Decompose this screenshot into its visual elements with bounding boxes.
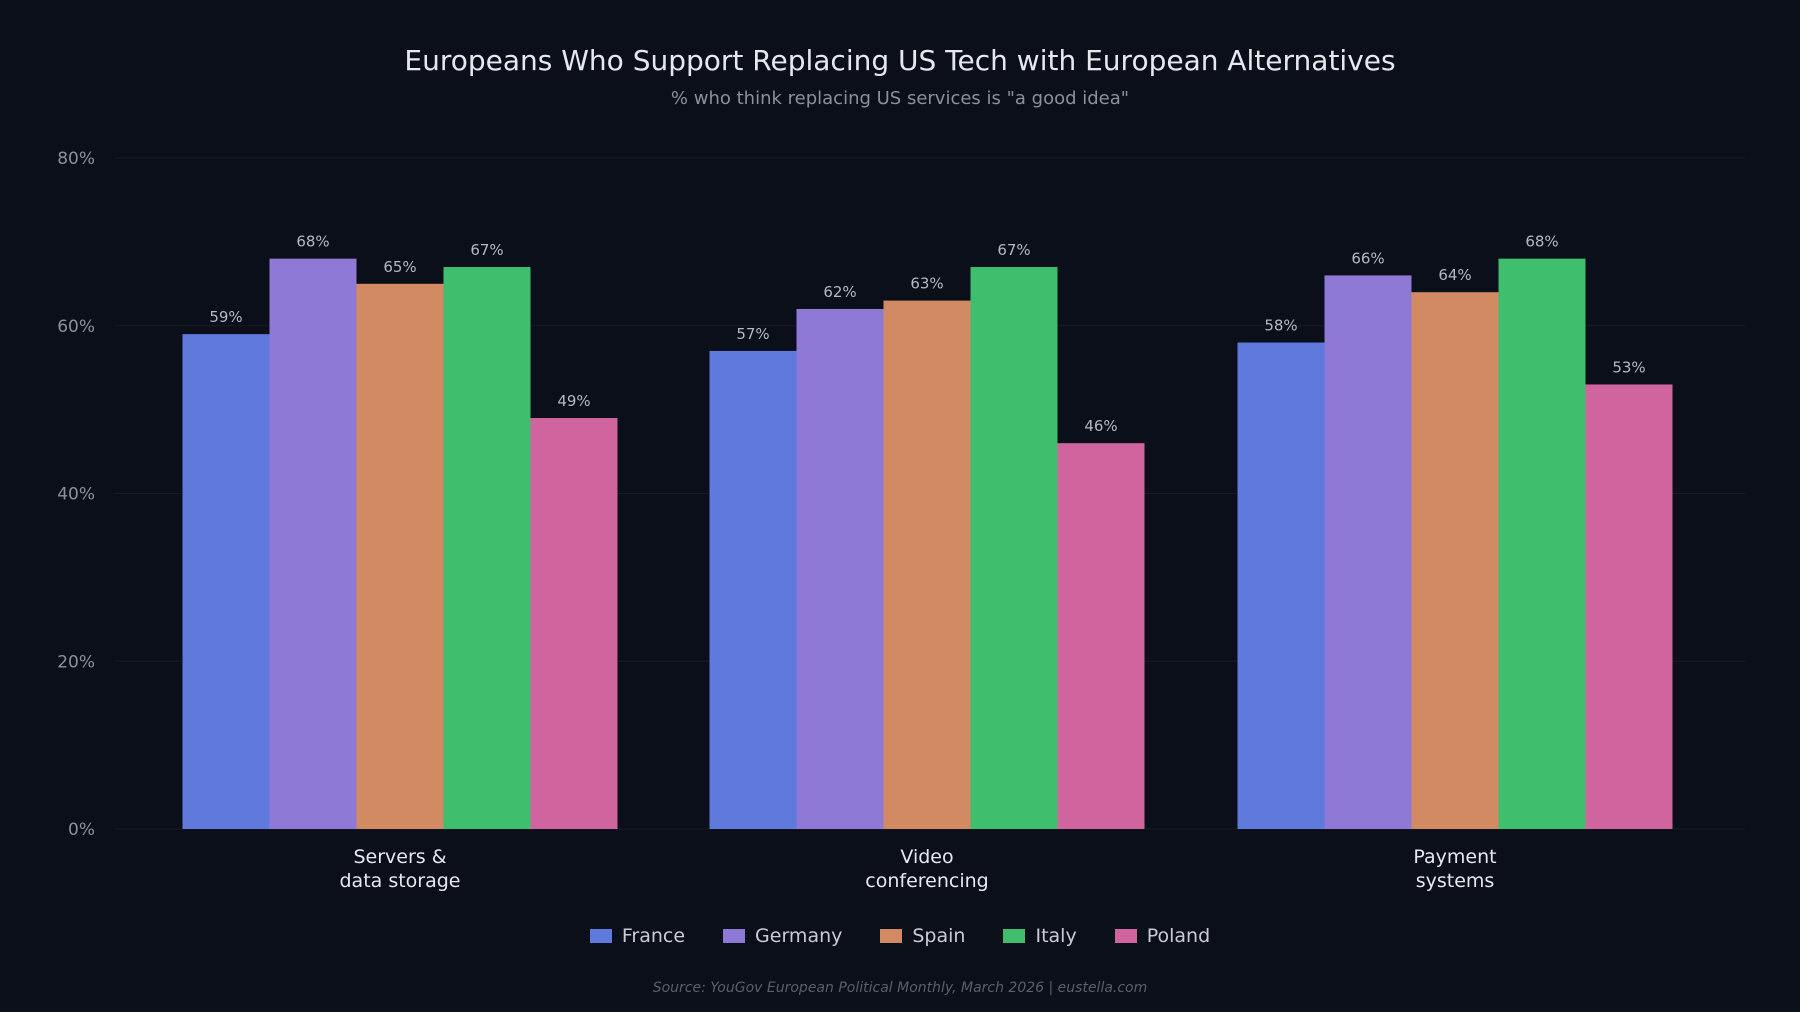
y-tick-label: 0%	[68, 820, 95, 840]
bar-germany	[1324, 275, 1412, 829]
data-label: 62%	[823, 283, 856, 301]
legend-label: Poland	[1146, 925, 1211, 947]
y-tick-label: 20%	[57, 652, 95, 672]
data-label: 57%	[736, 325, 769, 343]
x-tick-label: Payment	[1413, 846, 1496, 868]
bar-spain	[356, 283, 444, 829]
legend-label: Germany	[755, 925, 843, 947]
legend: France Germany Spain Italy Poland	[0, 925, 1800, 947]
legend-swatch	[1003, 929, 1026, 943]
legend-swatch	[1114, 929, 1137, 943]
bar-poland	[530, 418, 618, 829]
bar-italy	[970, 267, 1058, 830]
data-label: 46%	[1084, 417, 1117, 435]
bar-spain	[1411, 292, 1499, 829]
legend-item-poland: Poland	[1114, 925, 1211, 947]
bar-poland	[1585, 384, 1673, 829]
bar-italy	[1498, 258, 1586, 829]
y-tick-label: 80%	[57, 149, 95, 169]
data-label: 53%	[1612, 358, 1645, 376]
data-label: 63%	[910, 275, 943, 293]
bar-poland	[1057, 443, 1145, 829]
legend-item-germany: Germany	[723, 925, 842, 947]
legend-label: Spain	[912, 925, 966, 947]
chart-title: Europeans Who Support Replacing US Tech …	[404, 44, 1396, 77]
source-note: Source: YouGov European Political Monthl…	[652, 980, 1148, 996]
data-label: 58%	[1264, 317, 1297, 335]
x-tick-label: data storage	[339, 870, 460, 892]
data-label: 64%	[1438, 266, 1471, 284]
data-label: 68%	[1525, 233, 1558, 251]
data-label: 68%	[296, 233, 329, 251]
bar-france	[182, 334, 270, 829]
data-label: 67%	[997, 241, 1030, 259]
bar-germany	[269, 258, 357, 829]
legend-item-france: France	[589, 925, 686, 947]
x-tick-label: systems	[1416, 870, 1495, 892]
legend-item-spain: Spain	[880, 925, 965, 947]
legend-swatch	[880, 929, 903, 943]
legend-swatch	[723, 929, 746, 943]
legend-label: France	[621, 925, 686, 947]
legend-swatch	[589, 929, 612, 943]
x-tick-label: conferencing	[865, 870, 988, 892]
bar-france	[709, 350, 797, 829]
data-label: 59%	[209, 308, 242, 326]
data-label: 65%	[383, 258, 416, 276]
bar-france	[1237, 342, 1325, 829]
y-tick-label: 60%	[57, 317, 95, 337]
bar-germany	[796, 308, 884, 830]
bar-spain	[883, 300, 971, 829]
data-label: 66%	[1351, 249, 1384, 267]
chart-subtitle: % who think replacing US services is "a …	[670, 88, 1130, 109]
data-label: 49%	[557, 392, 590, 410]
legend-label: Italy	[1035, 925, 1077, 947]
y-tick-label: 40%	[57, 485, 95, 505]
bar-italy	[443, 267, 531, 830]
x-tick-label: Servers &	[353, 846, 446, 868]
legend-item-italy: Italy	[1003, 925, 1077, 947]
x-tick-label: Video	[900, 846, 953, 868]
data-label: 67%	[470, 241, 503, 259]
